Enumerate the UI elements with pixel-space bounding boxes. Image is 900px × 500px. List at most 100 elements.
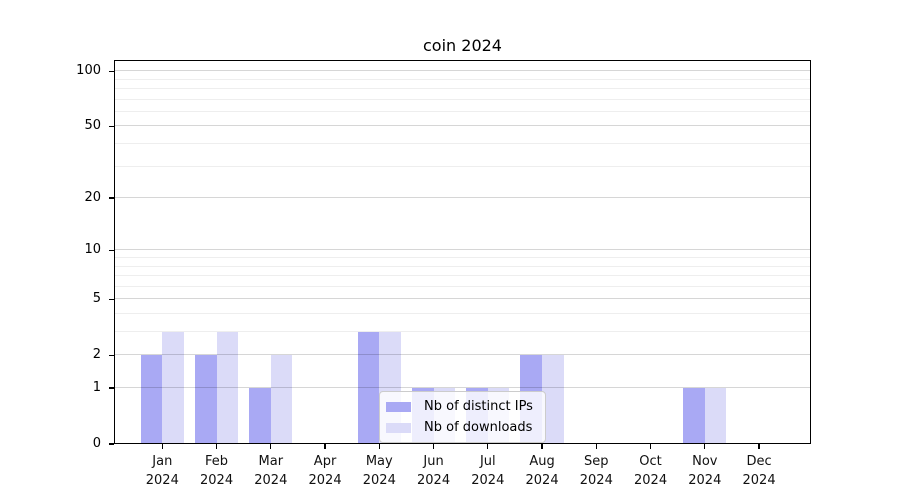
plot-area: Nb of distinct IPs Nb of downloads (114, 60, 811, 444)
minor-gridline (114, 285, 811, 287)
x-tick-mark (541, 444, 543, 449)
x-tick-mark (161, 444, 163, 449)
y-tick-label: 5 (92, 291, 101, 307)
x-tick-mark (487, 444, 489, 449)
y-tick-label: 10 (84, 242, 101, 258)
minor-gridline (114, 265, 811, 267)
minor-gridline (114, 143, 811, 145)
x-tick-year: 2024 (579, 473, 613, 488)
bar-downloads-mar (270, 355, 293, 444)
x-tick-mark (595, 444, 597, 449)
legend-entry-downloads: Nb of downloads (386, 419, 537, 436)
major-gridline (114, 249, 811, 251)
gridlines-layer (114, 60, 811, 444)
minor-gridline (114, 78, 811, 80)
x-tick-year: 2024 (200, 473, 234, 488)
minor-gridline (114, 331, 811, 333)
major-gridline (114, 70, 811, 72)
y-tick-label: 2 (92, 347, 101, 363)
x-tick-year: 2024 (254, 473, 288, 488)
legend-swatch-downloads-icon (386, 422, 411, 433)
bar-distinct-ips-jan (140, 355, 163, 444)
x-tick-year: 2024 (742, 473, 776, 488)
bar-distinct-ips-mar (249, 388, 271, 444)
bar-distinct-ips-feb (194, 355, 217, 444)
major-gridline (114, 387, 811, 389)
x-tick-year: 2024 (688, 473, 722, 488)
major-gridline (114, 298, 811, 300)
x-tick-label-dec: Dec 2024 (731, 452, 787, 490)
y-tick-label: 0 (92, 436, 101, 451)
legend-swatch-distinct-ips-icon (386, 401, 411, 412)
y-tick-label: 1 (92, 380, 101, 395)
x-tick-month: Jul (479, 454, 496, 469)
minor-gridline (114, 257, 811, 258)
legend-label-downloads: Nb of downloads (424, 420, 533, 435)
x-tick-label-may: May 2024 (351, 452, 407, 490)
bar-downloads-aug (542, 355, 564, 444)
y-tick-mark (109, 70, 114, 72)
x-tick-label-apr: Apr 2024 (297, 452, 353, 490)
legend: Nb of distinct IPs Nb of downloads (379, 391, 546, 443)
bar-distinct-ips-may (357, 332, 380, 444)
major-gridline (114, 354, 811, 356)
bar-downloads-jan (162, 332, 184, 444)
x-tick-month: Sep (584, 454, 609, 469)
bar-downloads-nov (704, 388, 727, 444)
x-tick-month: Jan (152, 454, 173, 469)
x-axis: Jan 2024 Feb 2024 Mar 2024 Apr 2024 May 2024 Jun 20… (114, 444, 811, 500)
x-tick-label-jun: Jun 2024 (406, 452, 462, 490)
x-tick-label-jul: Jul 2024 (460, 452, 516, 490)
x-tick-year: 2024 (362, 473, 396, 488)
x-tick-label-jan: Jan 2024 (134, 452, 190, 490)
x-tick-label-nov: Nov 2024 (677, 452, 733, 490)
x-tick-mark (649, 444, 652, 449)
x-tick-label-oct: Oct 2024 (623, 452, 679, 490)
x-tick-month: Jun (423, 454, 444, 469)
y-tick-mark (109, 443, 114, 445)
x-tick-mark (270, 444, 272, 449)
y-tick-mark (109, 125, 114, 128)
x-tick-year: 2024 (525, 473, 559, 488)
y-tick-mark (109, 249, 114, 251)
x-tick-year: 2024 (145, 473, 179, 488)
minor-gridline (114, 110, 811, 112)
y-tick-label: 50 (84, 118, 101, 134)
x-tick-mark (704, 444, 706, 449)
x-tick-month: May (365, 454, 393, 469)
x-tick-mark (215, 444, 218, 449)
x-tick-year: 2024 (471, 473, 505, 488)
y-axis: 0 1 2 5 10 20 50 100 (0, 60, 114, 451)
y-tick-mark (109, 354, 114, 356)
x-tick-month: Feb (205, 454, 229, 469)
minor-gridline (114, 275, 811, 277)
x-tick-label-sep: Sep 2024 (568, 452, 624, 490)
minor-gridline (114, 313, 811, 314)
x-tick-mark (758, 444, 760, 449)
y-tick-mark (109, 298, 114, 300)
minor-gridline (114, 88, 811, 90)
minor-gridline (114, 165, 811, 167)
x-tick-mark (432, 444, 435, 449)
x-tick-month: Apr (313, 454, 337, 469)
x-tick-mark (378, 444, 380, 449)
x-tick-month: Oct (639, 454, 662, 469)
x-tick-month: Dec (746, 454, 772, 469)
y-tick-label: 20 (84, 190, 101, 206)
major-gridline (114, 125, 811, 127)
x-tick-month: Aug (529, 454, 555, 469)
x-tick-month: Mar (258, 454, 284, 469)
bar-distinct-ips-nov (683, 388, 705, 444)
x-tick-label-aug: Aug 2024 (514, 452, 570, 490)
x-tick-year: 2024 (308, 473, 342, 488)
major-gridline (114, 197, 811, 199)
chart-title: coin 2024 (423, 36, 502, 55)
x-tick-month: Nov (692, 454, 718, 469)
y-tick-mark (109, 197, 114, 199)
legend-label-distinct-ips: Nb of distinct IPs (424, 399, 533, 414)
x-tick-label-mar: Mar 2024 (243, 452, 299, 490)
x-tick-year: 2024 (634, 473, 668, 488)
y-tick-label: 100 (76, 63, 101, 79)
y-tick-mark (109, 387, 114, 389)
